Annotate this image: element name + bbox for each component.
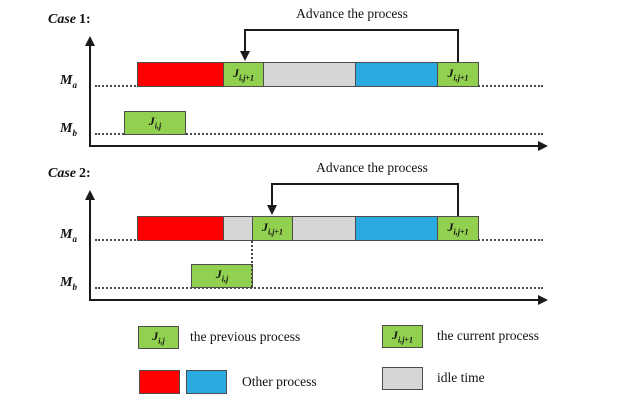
case1-current-job-original-label: Ji,j+1 [447,65,469,83]
case2-bar-other-blue [355,216,438,241]
case2-current-job-original-label: Ji,j+1 [447,219,469,237]
case2-advance-bracket-left [271,183,273,206]
case1-previous-job-label: Ji,j [148,114,162,131]
case1-bar-other-blue [355,62,438,87]
case1-x-axis [89,145,539,147]
legend-previous-swatch-label: Ji,j [152,328,165,346]
case2-advance-arrowhead-icon [267,205,277,215]
case1-bar-other-red [137,62,224,87]
case2-title-number: 2: [79,166,91,181]
case2-machine-b-timeline [95,287,543,289]
case2-machine-b-label: Mb [60,275,77,292]
case1-bar-idle [263,62,356,87]
case1-advance-arrowhead-icon [240,51,250,61]
case2-previous-job-label: Ji,j [215,267,229,284]
case1-advance-bracket-right [457,29,459,62]
case2-bar-other-red [137,216,224,241]
case1-machine-b-timeline [95,133,543,135]
case1-annotation: Advance the process [296,6,408,21]
case2-x-axis [89,299,539,301]
case2-bar-current-job: Ji,j+1 [252,216,293,241]
case1-title-number: 1: [79,12,91,27]
case1-machine-a-label: Ma [60,73,77,90]
case2-advance-bracket-right [457,183,459,216]
legend-previous-swatch: Ji,j [138,326,179,349]
case2-current-job-label: Ji,j+1 [261,219,283,237]
case1-bar-previous-job: Ji,j [124,111,186,135]
legend-other-red-swatch [139,370,180,394]
case1-machine-b-label: Mb [60,121,77,138]
case1-advance-bracket-top [245,29,459,31]
legend-idle-swatch [382,367,423,390]
legend-other-label: Other process [242,374,317,389]
case2-bar-previous-job: Ji,j [191,264,253,288]
legend-previous-label: the previous process [190,329,301,344]
case2-y-axis [89,199,91,301]
case2-bar-idle-small [223,216,253,241]
case2-title: Case 2: [48,166,91,182]
case1-title-word: Case [48,12,76,27]
case1-y-axis-arrowhead-icon [85,36,95,46]
case2-machine-a-label: Ma [60,227,77,244]
case2-bar-current-job-original: Ji,j+1 [437,216,479,241]
case1-bar-current-job-original: Ji,j+1 [437,62,479,87]
case2-advance-bracket-top [272,183,459,185]
case1-y-axis [89,45,91,147]
legend-current-label: the current process [437,328,539,343]
case1-bar-current-job: Ji,j+1 [223,62,264,87]
case1-title: Case 1: [48,12,91,28]
legend-current-swatch-label: Ji,j+1 [391,327,413,345]
case2-title-word: Case [48,166,76,181]
case2-x-axis-arrowhead-icon [538,295,548,305]
case1-advance-bracket-left [244,29,246,52]
legend-idle-label: idle time [437,370,485,385]
case2-y-axis-arrowhead-icon [85,190,95,200]
case1-x-axis-arrowhead-icon [538,141,548,151]
legend-current-swatch: Ji,j+1 [382,325,423,348]
case1-current-job-label: Ji,j+1 [232,65,254,83]
case2-annotation: Advance the process [316,160,428,175]
case2-alignment-connector [251,241,253,287]
legend-other-blue-swatch [186,370,227,394]
case2-bar-idle [292,216,356,241]
